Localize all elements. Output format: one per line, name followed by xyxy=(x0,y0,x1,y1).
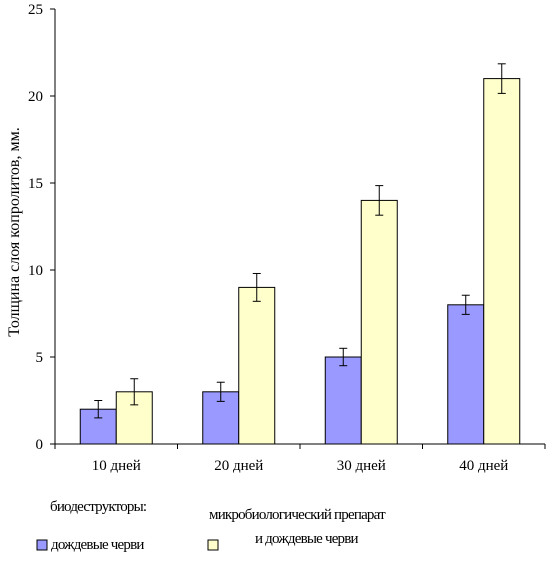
bar-2-2 xyxy=(238,286,276,445)
legend-title: биодеструкторы: xyxy=(50,499,146,515)
legend-label-series-2-line-2: и дождевые черви xyxy=(255,531,359,547)
plot-area: 0 5 10 15 20 25 10 дней 20 дней 30 дней 40 дней xyxy=(28,2,546,474)
legend-label-series-1: дождевые черви xyxy=(51,537,144,553)
legend-swatch-series-1 xyxy=(36,539,48,551)
x-tick-label: 30 дней xyxy=(337,458,386,474)
y-tick-label: 10 xyxy=(28,263,43,279)
x-tick-label: 40 дней xyxy=(459,458,508,474)
bar-1-4 xyxy=(447,304,485,445)
y-tick-label: 25 xyxy=(28,2,43,18)
y-axis-title: Толщина слоя копролитов, мм. xyxy=(6,127,23,336)
bar-1-3 xyxy=(324,356,362,445)
x-tick-label: 20 дней xyxy=(214,458,263,474)
bar-2-3 xyxy=(360,199,398,445)
legend-swatch-series-2 xyxy=(207,539,219,551)
legend-label-series-2-line-1: микробиологический препарат xyxy=(209,507,386,523)
y-tick-label: 0 xyxy=(36,437,44,453)
legend: биодеструкторы: дождевые черви микробиол… xyxy=(36,499,387,553)
y-tick-label: 15 xyxy=(28,176,43,192)
y-tick-label: 20 xyxy=(28,89,43,105)
x-tick-label: 10 дней xyxy=(92,458,141,474)
bar-2-4 xyxy=(483,78,521,445)
y-tick-label: 5 xyxy=(36,350,44,366)
y-axis-title-group: Толщина слоя копролитов, мм. xyxy=(6,127,23,336)
